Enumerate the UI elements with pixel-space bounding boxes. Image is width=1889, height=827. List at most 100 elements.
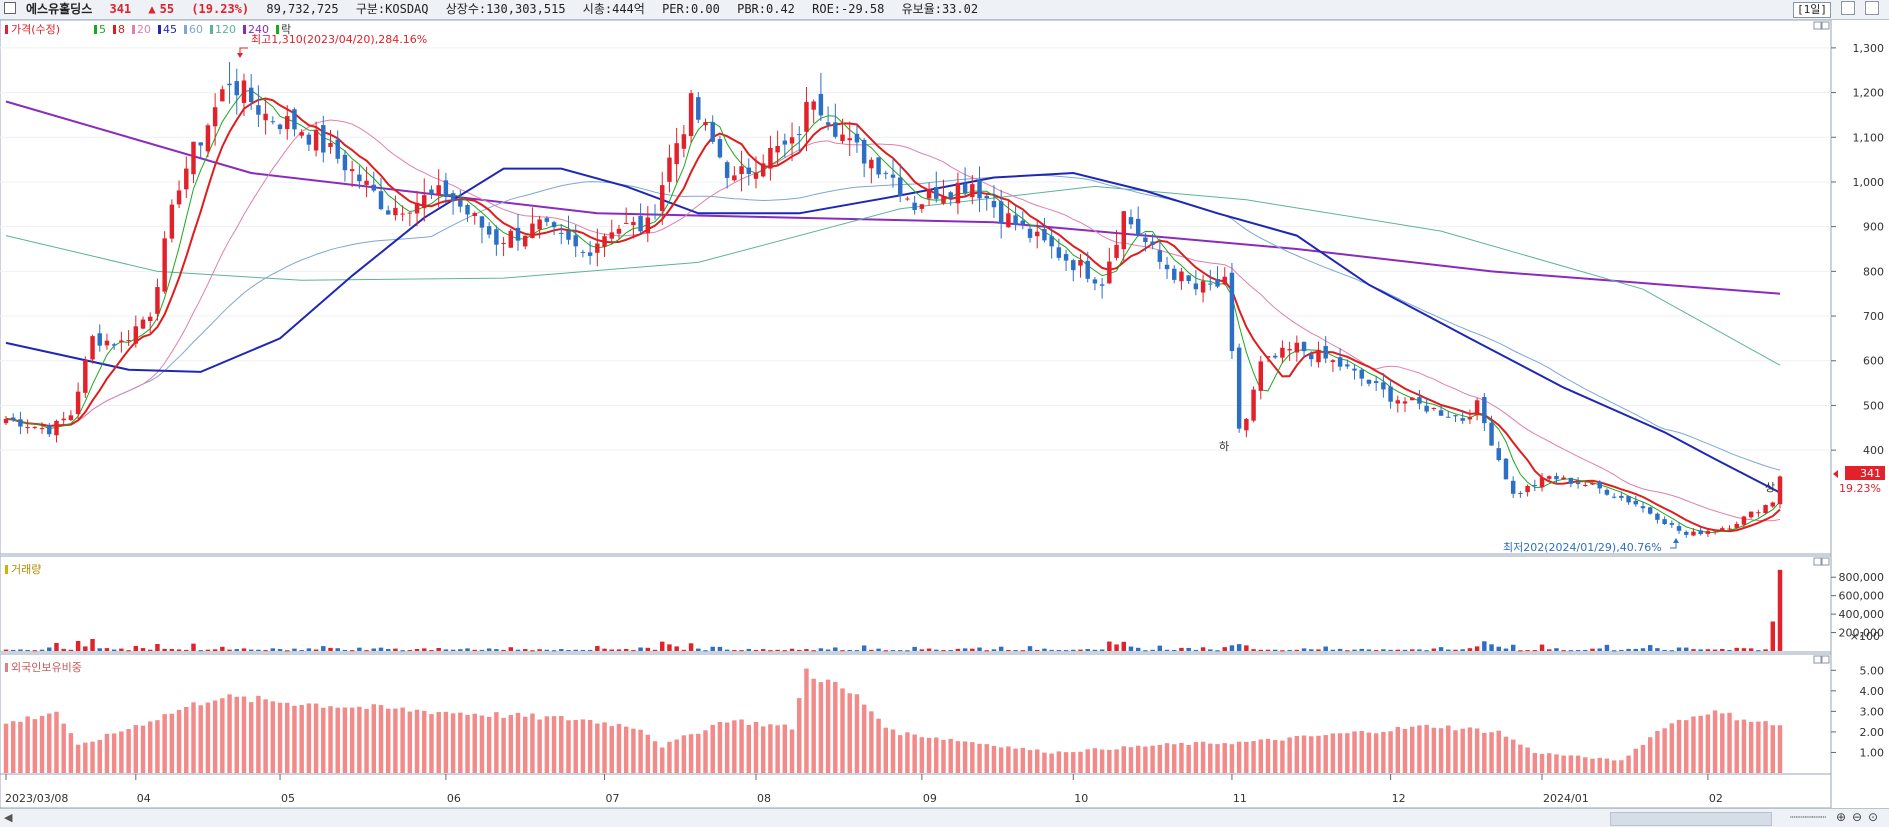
volume-bar bbox=[890, 650, 896, 652]
candle bbox=[1229, 262, 1235, 360]
foreign-ratio-bar bbox=[1655, 731, 1660, 773]
limit-down-mark: 하 bbox=[1219, 439, 1229, 453]
reserve-ratio: 유보율:33.02 bbox=[901, 2, 979, 16]
foreign-ratio-bar bbox=[559, 715, 564, 773]
volume-bar bbox=[1215, 650, 1220, 652]
candle bbox=[1035, 220, 1040, 249]
candle bbox=[530, 207, 535, 239]
foreign-ratio-bar bbox=[1770, 725, 1776, 773]
stock-chart[interactable]: 800,000 600,000 400,000 200,000 5.00 4.00 3.0… bbox=[0, 20, 1889, 808]
price-legend-label: 가격(수정) bbox=[11, 23, 60, 36]
market-cap: 시총:444억 bbox=[582, 2, 645, 16]
volume-bar bbox=[357, 647, 362, 651]
foreign-ratio-bar bbox=[1006, 746, 1011, 773]
foreign-ratio-bar bbox=[1373, 733, 1379, 773]
volume-bar bbox=[1698, 649, 1703, 651]
volume-bar bbox=[631, 650, 636, 652]
foreign-ratio-bar bbox=[133, 725, 139, 773]
foreign-ratio-bar bbox=[1763, 721, 1768, 773]
candle bbox=[1359, 368, 1364, 387]
foreign-ratio-bar bbox=[580, 719, 586, 773]
candle bbox=[1647, 506, 1653, 515]
volume-bar bbox=[1301, 648, 1307, 651]
candle bbox=[522, 235, 528, 250]
foreign-ratio-bar bbox=[1705, 714, 1711, 773]
candle bbox=[580, 249, 586, 258]
date-tick-label: 06 bbox=[447, 792, 461, 805]
volume-tick-label: 200,000 bbox=[1839, 627, 1885, 640]
candle bbox=[1482, 392, 1487, 432]
volume-bar bbox=[1373, 650, 1379, 652]
candle bbox=[1496, 441, 1501, 462]
foreign-ratio-bar bbox=[825, 679, 831, 773]
candle bbox=[1164, 256, 1170, 279]
volume-bar bbox=[414, 649, 420, 651]
stock-info-bar: 에스유홀딩스 341 ▲ 55 (19.23%) 89,732,725 구분:KO… bbox=[0, 0, 1889, 20]
foreign-ratio-bar bbox=[1561, 755, 1566, 773]
chart-settings-icon[interactable] bbox=[1841, 1, 1855, 15]
window-menu-icon[interactable] bbox=[4, 2, 16, 14]
foreign-ratio-bar bbox=[660, 747, 665, 773]
foreign-ratio-bar bbox=[544, 716, 550, 773]
candle bbox=[1258, 355, 1264, 400]
volume-bar bbox=[371, 648, 377, 651]
candle bbox=[349, 160, 355, 188]
foreign-ratio-bar bbox=[371, 704, 377, 773]
time-scrollbar[interactable]: ◀ ▶ ┈┈┈┈┈ ⊕ ⊖ ⊙ bbox=[0, 808, 1889, 827]
zoom-reset-icon[interactable]: ⊙ bbox=[1868, 810, 1879, 824]
foreign-ratio-bar bbox=[912, 734, 917, 773]
foreign-ratio-bar bbox=[1085, 749, 1090, 773]
foreign-ratio-bar bbox=[1438, 728, 1444, 773]
volume-bar bbox=[83, 646, 88, 651]
date-tick-label: 10 bbox=[1074, 792, 1088, 805]
volume-bar bbox=[1035, 649, 1040, 651]
volume-bar bbox=[760, 649, 766, 651]
volume-bar bbox=[955, 648, 961, 651]
candle bbox=[479, 216, 485, 244]
candle bbox=[840, 118, 845, 144]
volume-bar bbox=[515, 649, 521, 651]
candle bbox=[1777, 475, 1783, 509]
zoom-in-icon[interactable]: ⊕ bbox=[1836, 810, 1847, 824]
foreign-ratio-bar bbox=[775, 725, 780, 773]
candle bbox=[1244, 418, 1249, 438]
foreign-ratio-bar bbox=[587, 719, 593, 773]
volume-bar bbox=[674, 646, 679, 651]
foreign-ratio-bar bbox=[47, 713, 52, 773]
period-selector[interactable]: [1일] bbox=[1793, 2, 1831, 18]
candle bbox=[407, 212, 413, 227]
foreign-ratio-bar bbox=[378, 705, 384, 773]
candle bbox=[948, 191, 953, 206]
panel-buttons[interactable] bbox=[1813, 21, 1830, 664]
foreign-ratio-bar bbox=[119, 731, 124, 773]
foreign-ratio-bar bbox=[1359, 730, 1364, 773]
candle bbox=[32, 426, 38, 430]
candle bbox=[1337, 348, 1343, 371]
close-icon[interactable] bbox=[1865, 1, 1879, 15]
foreign-ratio-bar bbox=[1150, 745, 1155, 773]
zoom-slider-icon[interactable]: ┈┈┈┈┈ bbox=[1790, 810, 1827, 824]
foreign-ratio-bar bbox=[962, 741, 968, 773]
foreign-ratio-bar bbox=[335, 707, 340, 773]
volume-bar bbox=[703, 650, 708, 652]
price-change: 55 bbox=[159, 2, 175, 16]
candle bbox=[1474, 398, 1480, 421]
scroll-thumb[interactable] bbox=[1610, 812, 1772, 826]
candle bbox=[566, 215, 571, 245]
candle bbox=[1662, 516, 1667, 526]
volume-bar bbox=[1244, 645, 1249, 651]
zoom-out-icon[interactable]: ⊖ bbox=[1852, 810, 1863, 824]
foreign-ratio-bar bbox=[941, 739, 946, 773]
candle bbox=[955, 172, 961, 215]
candle bbox=[1092, 276, 1098, 291]
volume-bar bbox=[104, 648, 110, 651]
candle bbox=[263, 99, 268, 135]
foreign-ratio-bar bbox=[18, 721, 23, 773]
volume-bar bbox=[1078, 649, 1083, 651]
volume-bar bbox=[306, 648, 312, 651]
date-tick-label: 05 bbox=[281, 792, 295, 805]
foreign-ratio-bar bbox=[688, 734, 694, 773]
candle bbox=[501, 236, 506, 257]
scroll-left-icon[interactable]: ◀ bbox=[4, 811, 13, 824]
foreign-ratio-bar bbox=[1352, 731, 1357, 773]
